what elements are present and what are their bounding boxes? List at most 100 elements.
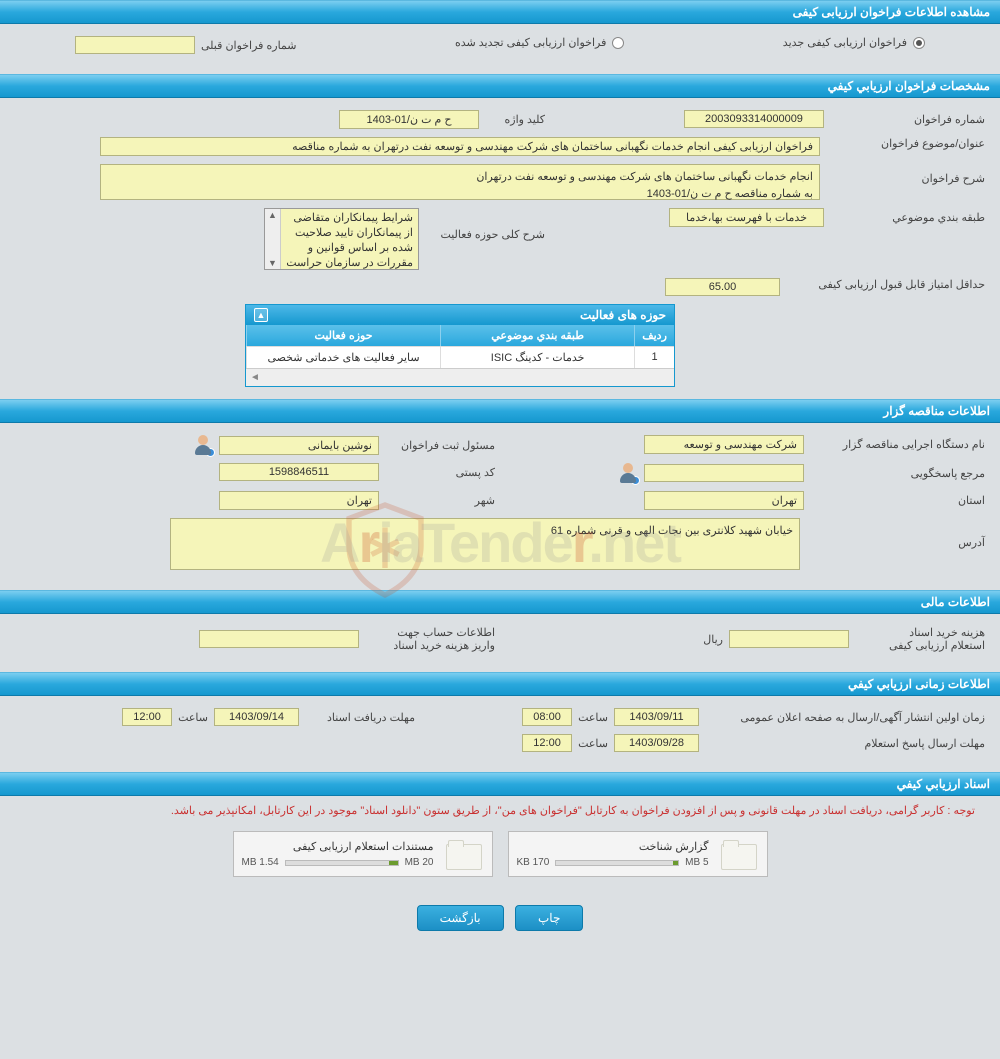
label-prev: شماره فراخوان قبلی xyxy=(201,39,297,52)
label-state: استان xyxy=(810,494,985,507)
label-new: فراخوان ارزیابی کیفی جدید xyxy=(783,36,907,49)
listbox-scrollbar[interactable]: ▲ ▼ xyxy=(265,209,281,269)
label-recv-time: ساعت xyxy=(178,711,208,724)
activity-grid: حوزه های فعالیت ▲ رديف طبقه بندي موضوعي … xyxy=(245,304,675,387)
field-reply-date: 1403/09/28 xyxy=(614,734,699,752)
radio-renew[interactable] xyxy=(612,37,624,49)
header-financial: اطلاعات مالی xyxy=(0,590,1000,614)
field-recv-date: 1403/09/14 xyxy=(214,708,299,726)
label-key: کلید واژه xyxy=(485,113,545,126)
label-unit: ریال xyxy=(703,633,723,646)
col-idx: رديف xyxy=(634,325,674,346)
label-renew: فراخوان ارزیابی کیفی تجدید شده xyxy=(455,36,606,49)
header-entity: اطلاعات مناقصه گزار xyxy=(0,399,1000,423)
file2-bar-fill xyxy=(389,861,398,865)
file2-bar xyxy=(285,860,399,866)
col-cat: طبقه بندي موضوعي xyxy=(440,325,634,346)
header-docs: اسناد ارزيابي کيفي xyxy=(0,772,1000,796)
scope-item: شده بر اساس قوانین و xyxy=(266,240,417,255)
header-time: اطلاعات زمانی ارزيابي کيفي xyxy=(0,672,1000,696)
grid-collapse-icon[interactable]: ▲ xyxy=(254,308,268,322)
print-button[interactable]: چاپ xyxy=(515,905,583,931)
opt-renew-wrap: فراخوان ارزیابی کیفی تجدید شده xyxy=(455,36,624,49)
field-cat: خدمات با فهرست بها،خدما xyxy=(669,208,824,227)
grid-footer: ◄ xyxy=(246,368,674,386)
grid-header-row: رديف طبقه بندي موضوعي حوزه فعاليت xyxy=(246,325,674,346)
body-type: فراخوان ارزیابی کیفی جدید فراخوان ارزیاب… xyxy=(0,24,1000,74)
prev-wrap: شماره فراخوان قبلی xyxy=(75,36,297,54)
desc-line1: انجام خدمات نگهبانی ساختمان های شرکت مهن… xyxy=(107,169,813,186)
field-title: فراخوان ارزیابی کیفی انجام خدمات نگهبانی… xyxy=(100,137,820,156)
field-contact xyxy=(644,464,804,482)
field-desc: انجام خدمات نگهبانی ساختمان های شرکت مهن… xyxy=(100,164,820,200)
user-icon[interactable] xyxy=(618,463,638,483)
folder-icon xyxy=(719,838,759,870)
label-fee1: هزینه خرید اسناد xyxy=(855,626,985,639)
user-icon[interactable] xyxy=(193,435,213,455)
label-org: نام دستگاه اجرایی مناقصه گزار xyxy=(810,438,985,451)
grid-data-row: 1 خدمات - کدینگ ISIC سایر فعالیت های خدم… xyxy=(246,346,674,368)
scroll-up-icon[interactable]: ▲ xyxy=(267,209,278,221)
label-postal: کد پستی xyxy=(385,466,495,479)
button-row: چاپ بازگشت xyxy=(0,889,1000,947)
body-spec: شماره فراخوان 2003093314000009 کلید واژه… xyxy=(0,98,1000,399)
header-view-info: مشاهده اطلاعات فراخوان ارزیابی کیفی xyxy=(0,0,1000,24)
back-button[interactable]: بازگشت xyxy=(417,905,504,931)
grid-title-text: حوزه های فعالیت xyxy=(580,308,666,322)
col-act: حوزه فعاليت xyxy=(246,325,440,346)
label-acc1: اطلاعات حساب جهت xyxy=(365,626,495,639)
label-title: عنوان/موضوع فراخوان xyxy=(830,137,985,150)
body-time: زمان اولین انتشار آگهی/ارسال به صفحه اعل… xyxy=(0,696,1000,772)
scope-item: مقررات در سازمان حراست xyxy=(266,255,417,270)
scope-item: شرایط پیمانکاران متقاضی xyxy=(266,210,417,225)
label-fee2: استعلام ارزیابی کیفی xyxy=(855,639,985,652)
field-reply-time: 12:00 xyxy=(522,734,572,752)
header-call-spec: مشخصات فراخوان ارزيابي کيفي xyxy=(0,74,1000,98)
field-org: شرکت مهندسی و توسعه xyxy=(644,435,804,454)
label-reg: مسئول ثبت فراخوان xyxy=(385,439,495,452)
field-score: 65.00 xyxy=(665,278,780,296)
cell-idx: 1 xyxy=(634,346,674,368)
label-addr: آدرس xyxy=(810,518,985,549)
scroll-down-icon[interactable]: ▼ xyxy=(267,257,278,269)
body-financial: هزینه خرید اسناد استعلام ارزیابی کیفی ری… xyxy=(0,614,1000,672)
label-cat: طبقه بندي موضوعي xyxy=(830,211,985,224)
field-acc xyxy=(199,630,359,648)
file2-size: 1.54 MB xyxy=(242,857,279,868)
label-acc2: واریز هزینه خرید اسناد xyxy=(365,639,495,652)
body-entity: نام دستگاه اجرایی مناقصه گزار شرکت مهندس… xyxy=(0,423,1000,590)
label-city: شهر xyxy=(385,494,495,507)
label-reply: مهلت ارسال پاسخ استعلام xyxy=(705,737,985,750)
file2-name: مستندات استعلام ارزیابی کیفی xyxy=(242,840,434,853)
folder-icon xyxy=(444,838,484,870)
field-recv-time: 12:00 xyxy=(122,708,172,726)
file-card-1[interactable]: گزارش شناخت 5 MB 170 KB xyxy=(508,831,768,877)
grid-scroll-left-icon[interactable]: ◄ xyxy=(250,372,260,383)
desc-line2: به شماره مناقصه ح م ت ن/01-1403 xyxy=(107,186,813,203)
field-pub-time: 08:00 xyxy=(522,708,572,726)
field-state: تهران xyxy=(644,491,804,510)
file1-size: 170 KB xyxy=(517,857,550,868)
label-score: حداقل امتیاز قابل قبول ارزیابی کیفی xyxy=(790,278,985,291)
label-reply-time: ساعت xyxy=(578,737,608,750)
label-scope: شرح کلی حوزه فعالیت xyxy=(425,208,545,241)
field-postal: 1598846511 xyxy=(219,463,379,481)
file-card-2[interactable]: مستندات استعلام ارزیابی کیفی 20 MB 1.54 … xyxy=(233,831,493,877)
body-docs: توجه : کاربر گرامی، دریافت اسناد در مهلت… xyxy=(0,796,1000,889)
file1-bar xyxy=(555,860,679,866)
opt-new-wrap: فراخوان ارزیابی کیفی جدید xyxy=(783,36,925,49)
field-num: 2003093314000009 xyxy=(684,110,824,128)
label-num: شماره فراخوان xyxy=(830,113,985,126)
label-pub: زمان اولین انتشار آگهی/ارسال به صفحه اعل… xyxy=(705,711,985,724)
label-recv: مهلت دریافت اسناد xyxy=(305,711,415,724)
radio-new[interactable] xyxy=(913,37,925,49)
label-desc: شرح فراخوان xyxy=(830,164,985,185)
label-pub-time: ساعت xyxy=(578,711,608,724)
file1-bar-fill xyxy=(673,861,678,865)
field-reg: نوشین بایمانی xyxy=(219,436,379,455)
cell-cat: خدمات - کدینگ ISIC xyxy=(440,346,634,368)
field-key: ح م ت ن/01-1403 xyxy=(339,110,479,129)
file1-max: 5 MB xyxy=(685,857,708,868)
listbox-scope[interactable]: ▲ ▼ شرایط پیمانکاران متقاضی از پیمانکارا… xyxy=(264,208,419,270)
field-pub-date: 1403/09/11 xyxy=(614,708,699,726)
